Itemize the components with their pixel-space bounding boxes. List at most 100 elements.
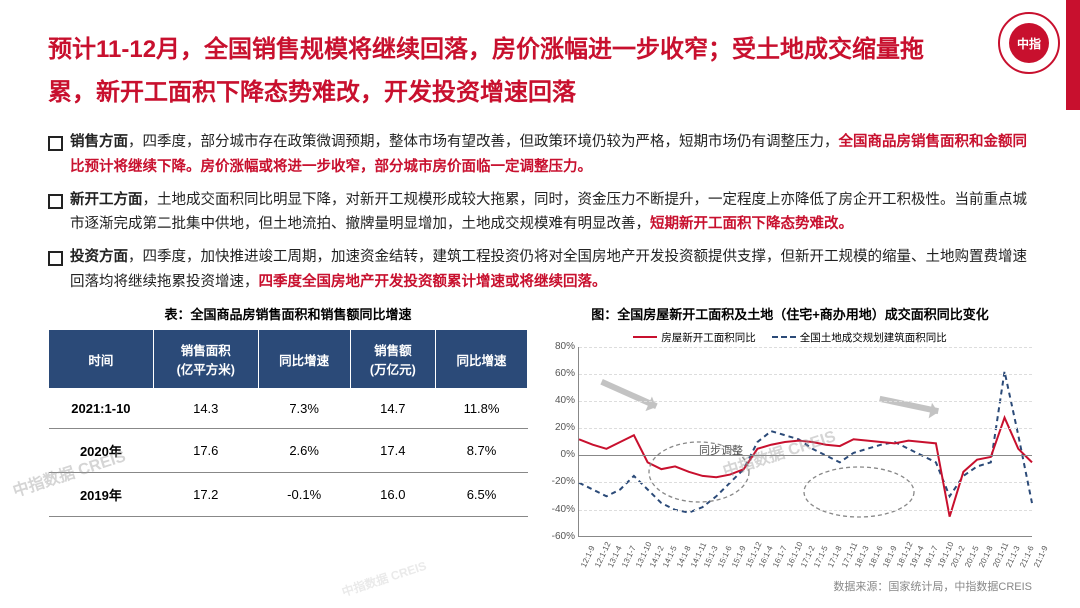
x-tick: 18:1-12 xyxy=(895,565,903,569)
x-tick: 17:1-2 xyxy=(799,565,807,569)
x-tick: 17:1-5 xyxy=(812,565,820,569)
x-tick: 17:1-11 xyxy=(840,565,848,569)
watermark: 中指数据 CREIS xyxy=(340,557,429,600)
legend-item: 房屋新开工面积同比 xyxy=(633,330,756,345)
legend-item: 全国土地成交规划建筑面积同比 xyxy=(772,330,947,345)
data-table: 时间销售面积(亿平方米)同比增速销售额(万亿元)同比增速 2021:1-1014… xyxy=(48,329,528,517)
table-cell: 8.7% xyxy=(436,429,528,473)
zero-line xyxy=(579,455,1032,456)
y-tick: 20% xyxy=(545,422,575,433)
bullet-list: 销售方面，四季度，部分城市存在政策微调预期，整体市场有望改善，但政策环境仍较为严… xyxy=(48,130,1032,294)
grid-line xyxy=(579,401,1032,402)
x-tick: 17:1-8 xyxy=(826,565,834,569)
x-tick: 13:1-7 xyxy=(620,565,628,569)
table-row: 2021:1-1014.37.3%14.711.8% xyxy=(49,389,528,429)
x-tick: 12:1-12 xyxy=(593,565,601,569)
footer-source: 数据来源：国家统计局，中指数据CREIS xyxy=(833,578,1032,594)
legend-swatch xyxy=(633,336,657,338)
grid-line xyxy=(579,374,1032,375)
title-line-1: 预计11-12月，全国销售规模将继续回落，房价涨幅进一步收窄；受土地成交缩量拖 xyxy=(48,36,924,63)
x-tick: 16:1-7 xyxy=(771,565,779,569)
main-content: 预计11-12月，全国销售规模将继续回落，房价涨幅进一步收窄；受土地成交缩量拖 … xyxy=(0,0,1080,545)
table-header: 同比增速 xyxy=(436,330,528,389)
table-cell: 17.6 xyxy=(153,429,258,473)
table-cell: 2020年 xyxy=(49,429,154,473)
y-tick: 80% xyxy=(545,341,575,352)
table-cell: 6.5% xyxy=(436,473,528,517)
table-cell: 2.6% xyxy=(258,429,350,473)
grid-line xyxy=(579,510,1032,511)
x-tick: 20:1-5 xyxy=(963,565,971,569)
x-tick: 13:1-4 xyxy=(606,565,614,569)
grid-line xyxy=(579,482,1032,483)
table-header: 时间 xyxy=(49,330,154,389)
x-tick: 20:1-2 xyxy=(949,565,957,569)
chart-legend: 房屋新开工面积同比 全国土地成交规划建筑面积同比 xyxy=(548,329,1032,345)
x-tick: 20:1-11 xyxy=(991,565,999,569)
x-tick: 16:1-10 xyxy=(785,565,793,569)
y-tick: 60% xyxy=(545,368,575,379)
bullet-item: 销售方面，四季度，部分城市存在政策微调预期，整体市场有望改善，但政策环境仍较为严… xyxy=(48,130,1032,179)
y-tick: -20% xyxy=(545,476,575,487)
x-tick: 14:1-5 xyxy=(661,565,669,569)
page-title: 预计11-12月，全国销售规模将继续回落，房价涨幅进一步收窄；受土地成交缩量拖 … xyxy=(48,28,1032,114)
y-tick: 40% xyxy=(545,395,575,406)
x-tick: 15:1-12 xyxy=(744,565,752,569)
table-cell: 16.0 xyxy=(350,473,435,517)
x-tick: 20:1-8 xyxy=(977,565,985,569)
grid-line xyxy=(579,347,1032,348)
y-tick: -60% xyxy=(545,531,575,542)
table-section: 表：全国商品房销售面积和销售额同比增速 时间销售面积(亿平方米)同比增速销售额(… xyxy=(48,304,528,537)
logo-text: 中指 xyxy=(1009,23,1049,63)
chart-section: 图：全国房屋新开工面积及土地（住宅+商办用地）成交面积同比变化 房屋新开工面积同… xyxy=(548,304,1032,537)
x-tick: 18:1-3 xyxy=(853,565,861,569)
table-cell: 14.3 xyxy=(153,389,258,429)
legend-label: 房屋新开工面积同比 xyxy=(661,330,756,345)
x-tick: 13:1-10 xyxy=(634,565,642,569)
x-tick: 19:1-4 xyxy=(908,565,916,569)
title-line-2: 累，新开工面积下降态势难改，开发投资增速回落 xyxy=(48,79,576,106)
x-tick: 18:1-6 xyxy=(867,565,875,569)
table-row: 2019年17.2-0.1%16.06.5% xyxy=(49,473,528,517)
y-tick: -40% xyxy=(545,504,575,515)
grid-line xyxy=(579,428,1032,429)
accent-bar xyxy=(1066,0,1080,110)
bullet-item: 新开工方面，土地成交面积同比明显下降，对新开工规模形成较大拖累，同时，资金压力不… xyxy=(48,188,1032,237)
x-tick: 19:1-10 xyxy=(936,565,944,569)
x-tick: 15:1-6 xyxy=(716,565,724,569)
lower-row: 表：全国商品房销售面积和销售额同比增速 时间销售面积(亿平方米)同比增速销售额(… xyxy=(48,304,1032,537)
x-tick: 21:1-6 xyxy=(1018,565,1026,569)
x-tick: 19:1-7 xyxy=(922,565,930,569)
table-cell: 14.7 xyxy=(350,389,435,429)
table-header: 销售面积(亿平方米) xyxy=(153,330,258,389)
table-cell: 2021:1-10 xyxy=(49,389,154,429)
table-title: 表：全国商品房销售面积和销售额同比增速 xyxy=(48,304,528,323)
x-tick: 21:1-9 xyxy=(1032,565,1040,569)
legend-swatch xyxy=(772,336,796,338)
table-cell: 17.4 xyxy=(350,429,435,473)
chart-svg xyxy=(579,347,1032,536)
x-tick: 14:1-11 xyxy=(689,565,697,569)
table-header: 同比增速 xyxy=(258,330,350,389)
table-header: 销售额(万亿元) xyxy=(350,330,435,389)
table-cell: 11.8% xyxy=(436,389,528,429)
chart-title: 图：全国房屋新开工面积及土地（住宅+商办用地）成交面积同比变化 xyxy=(548,304,1032,323)
legend-label: 全国土地成交规划建筑面积同比 xyxy=(800,330,947,345)
table-cell: 7.3% xyxy=(258,389,350,429)
table-cell: -0.1% xyxy=(258,473,350,517)
bullet-item: 投资方面，四季度，加快推进竣工周期，加速资金结转，建筑工程投资仍将对全国房地产开… xyxy=(48,245,1032,294)
x-tick: 15:1-3 xyxy=(702,565,710,569)
table-cell: 17.2 xyxy=(153,473,258,517)
logo-badge: 中指 xyxy=(998,12,1060,74)
x-tick: 15:1-9 xyxy=(730,565,738,569)
table-row: 2020年17.62.6%17.48.7% xyxy=(49,429,528,473)
table-cell: 2019年 xyxy=(49,473,154,517)
x-tick: 14:1-2 xyxy=(648,565,656,569)
x-tick: 21:1-3 xyxy=(1004,565,1012,569)
x-tick: 16:1-4 xyxy=(757,565,765,569)
x-tick: 14:1-8 xyxy=(675,565,683,569)
y-tick: 0% xyxy=(545,449,575,460)
x-axis-labels: 12:1-912:1-1213:1-413:1-713:1-1014:1-214… xyxy=(579,565,1032,574)
chart-series xyxy=(579,417,1032,516)
line-chart: 同步调整 12:1-912:1-1213:1-413:1-713:1-1014:… xyxy=(578,347,1032,537)
